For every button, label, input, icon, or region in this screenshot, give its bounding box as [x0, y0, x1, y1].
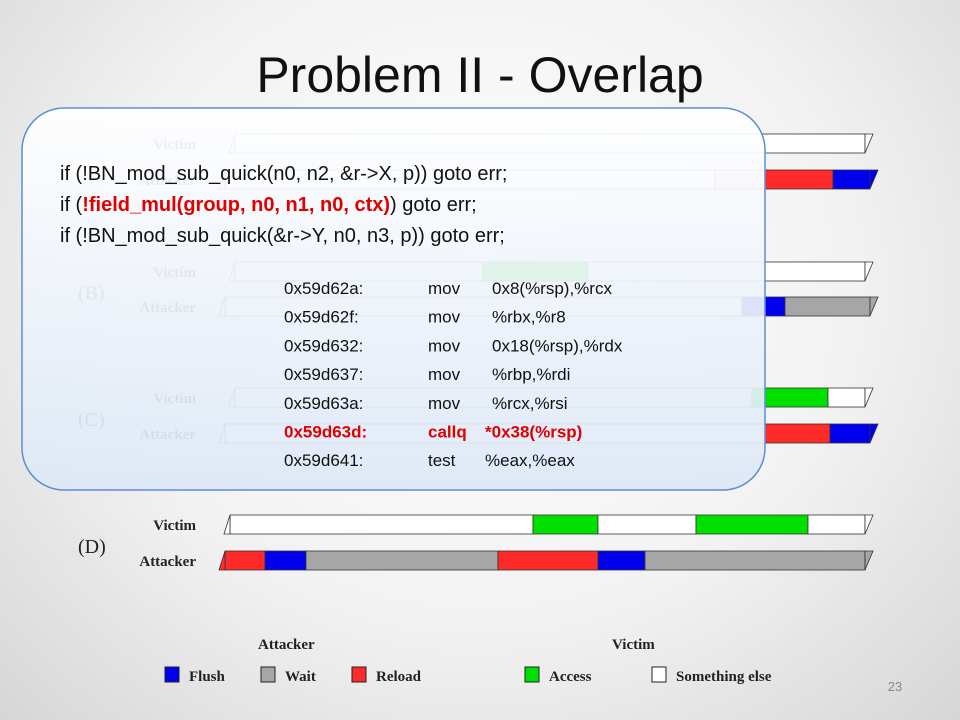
segment	[764, 423, 831, 444]
legend-title: Victim	[612, 637, 655, 653]
arrow-start	[218, 550, 226, 571]
legend-swatch	[260, 666, 276, 683]
arrow-end	[864, 387, 874, 408]
row-label: (D)	[78, 536, 106, 558]
asm-op: mov	[428, 336, 461, 355]
segment	[597, 550, 646, 571]
asm-addr: 0x59d63a:	[284, 394, 363, 413]
segment	[827, 387, 866, 408]
asm-args: *0x38(%rsp)	[485, 423, 582, 442]
code-segment: if (	[60, 194, 83, 216]
segment	[224, 550, 266, 571]
asm-args: %rbp,%rdi	[492, 365, 570, 384]
segment	[264, 550, 307, 571]
asm-args: 0x18(%rsp),%rdx	[492, 336, 623, 355]
code-line: if (!BN_mod_sub_quick(&r->Y, n0, n3, p))…	[60, 225, 505, 247]
arrow-end	[864, 514, 874, 535]
segment	[644, 550, 866, 571]
legend-swatch	[651, 666, 667, 683]
asm-args: %rbx,%r8	[492, 308, 566, 327]
code-line: if (!BN_mod_sub_quick(n0, n2, &r->X, p))…	[60, 163, 507, 185]
code-segment: !field_mul(group, n0, n1, n0, ctx)	[82, 194, 390, 216]
assembly: 0x59d62a: mov 0x8(%rsp),%rcx 0x59d62f: mov %r…	[284, 279, 623, 470]
segment	[784, 296, 871, 317]
victim-label: Victim	[153, 518, 196, 534]
legend-label: Wait	[285, 669, 316, 685]
segment	[305, 550, 499, 571]
code-segment: if (!BN_mod_sub_quick(&r->Y, n0, n3, p))…	[60, 225, 505, 247]
segment	[532, 514, 599, 535]
arrow-start	[223, 514, 231, 535]
asm-op: mov	[428, 279, 461, 298]
arrow-end	[864, 550, 874, 571]
legend-swatch	[164, 666, 180, 683]
legend-label: Access	[549, 669, 592, 685]
segment	[832, 169, 871, 190]
segment	[597, 514, 697, 535]
asm-args: 0x8(%rsp),%rcx	[492, 279, 612, 298]
code-line: if (!field_mul(group, n0, n1, n0, ctx)) …	[60, 194, 477, 216]
legend-swatch	[524, 666, 540, 683]
page-number: 23	[888, 679, 902, 694]
asm-op: mov	[428, 308, 461, 327]
asm-args: %rcx,%rsi	[492, 394, 568, 413]
legend-swatch	[351, 666, 367, 683]
legend: Attacker Victim Flush Wait Reload Access Somet…	[164, 637, 772, 685]
asm-addr: 0x59d632:	[284, 336, 363, 355]
legend-label: Reload	[376, 669, 422, 685]
code-segment: ) goto err;	[390, 194, 477, 216]
asm-addr: 0x59d62f:	[284, 308, 359, 327]
segment	[695, 514, 809, 535]
asm-addr: 0x59d62a:	[284, 279, 363, 298]
arrow-end	[869, 423, 879, 444]
segment	[497, 550, 599, 571]
code-segment: if (!BN_mod_sub_quick(n0, n2, &r->X, p))…	[60, 163, 507, 185]
arrow-end	[864, 133, 874, 154]
legend-label: Flush	[189, 669, 226, 685]
asm-addr: 0x59d641:	[284, 451, 363, 470]
asm-addr: 0x59d63d:	[284, 423, 367, 442]
segment	[829, 423, 871, 444]
asm-op: mov	[428, 394, 461, 413]
legend-title: Attacker	[258, 637, 315, 653]
asm-op: callq	[428, 423, 467, 442]
asm-op: test	[428, 451, 456, 470]
asm-args: %eax,%eax	[485, 451, 575, 470]
code: if (!BN_mod_sub_quick(n0, n2, &r->X, p))…	[60, 163, 507, 247]
asm-addr: 0x59d637:	[284, 365, 363, 384]
title: Problem II - Overlap	[256, 47, 703, 103]
code-box	[21, 107, 766, 491]
segment	[764, 169, 834, 190]
asm-op: mov	[428, 365, 461, 384]
legend-label: Something else	[676, 669, 772, 685]
segment	[229, 514, 534, 535]
segment	[807, 514, 866, 535]
arrow-end	[869, 296, 879, 317]
arrow-end	[864, 261, 874, 282]
attacker-label: Attacker	[139, 554, 196, 570]
arrow-end	[869, 169, 879, 190]
